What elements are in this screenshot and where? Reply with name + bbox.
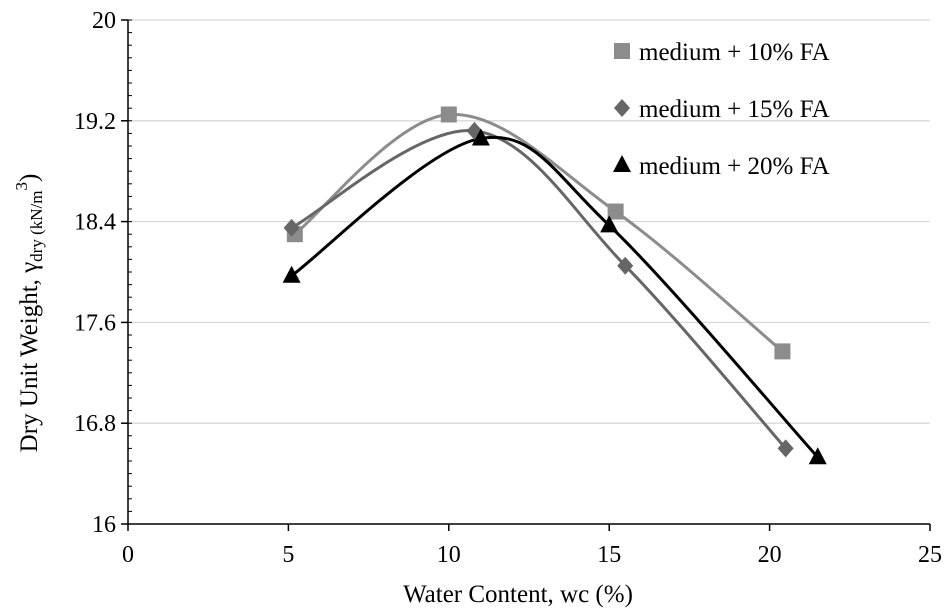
y-axis-title-subscript: dry (kN/m (27, 191, 46, 262)
data-point-square (774, 343, 791, 360)
data-point-triangle (808, 447, 827, 465)
data-point-triangle (471, 128, 490, 146)
legend: medium + 10% FA medium + 15% FA medium + 2… (613, 39, 830, 180)
y-tick-label: 19.2 (74, 109, 116, 135)
x-tick-label: 15 (597, 542, 621, 568)
y-tick-label: 20 (92, 8, 116, 34)
y-axis-title-close: ) (16, 174, 43, 182)
series-curve-3 (290, 135, 819, 459)
trend-curves (290, 112, 819, 459)
series-curve-1 (293, 112, 784, 353)
y-tick-label: 16 (92, 512, 116, 538)
data-point-square (607, 203, 624, 220)
data-point-diamond (617, 256, 634, 275)
x-tick-label: 25 (918, 542, 942, 568)
gridlines (128, 19, 930, 424)
x-tick-label: 20 (758, 542, 782, 568)
data-point-diamond (777, 439, 794, 458)
legend-marker-triangle (613, 155, 631, 172)
data-markers (282, 106, 827, 465)
data-point-triangle (282, 265, 301, 283)
x-tick-label: 0 (122, 542, 134, 568)
y-tick-label: 18.4 (74, 210, 116, 236)
axes (121, 19, 931, 531)
y-axis-title-main: Dry Unit Weight, γ (16, 262, 43, 453)
legend-marker-square (614, 43, 630, 59)
y-tick-label: 16.8 (74, 411, 116, 437)
x-axis-title: Water Content, wc (%) (403, 581, 633, 608)
legend-label: medium + 15% FA (639, 96, 830, 123)
y-axis-title: Dry Unit Weight, γdry (kN/m3) (12, 174, 46, 453)
data-point-diamond (283, 218, 300, 237)
y-axis-title-superscript: 3 (12, 182, 31, 191)
y-tick-label: 17.6 (74, 310, 116, 336)
legend-marker-diamond (614, 99, 630, 117)
series-curve-2 (290, 129, 787, 450)
legend-label: medium + 10% FA (639, 39, 830, 66)
data-point-triangle (600, 215, 619, 233)
tick-labels: 16 16.8 17.6 18.4 19.2 20 0 5 10 15 20 25 (74, 8, 942, 568)
legend-label: medium + 20% FA (639, 153, 830, 180)
x-tick-label: 5 (282, 542, 294, 568)
data-point-square (440, 106, 457, 123)
x-tick-label: 10 (437, 542, 461, 568)
